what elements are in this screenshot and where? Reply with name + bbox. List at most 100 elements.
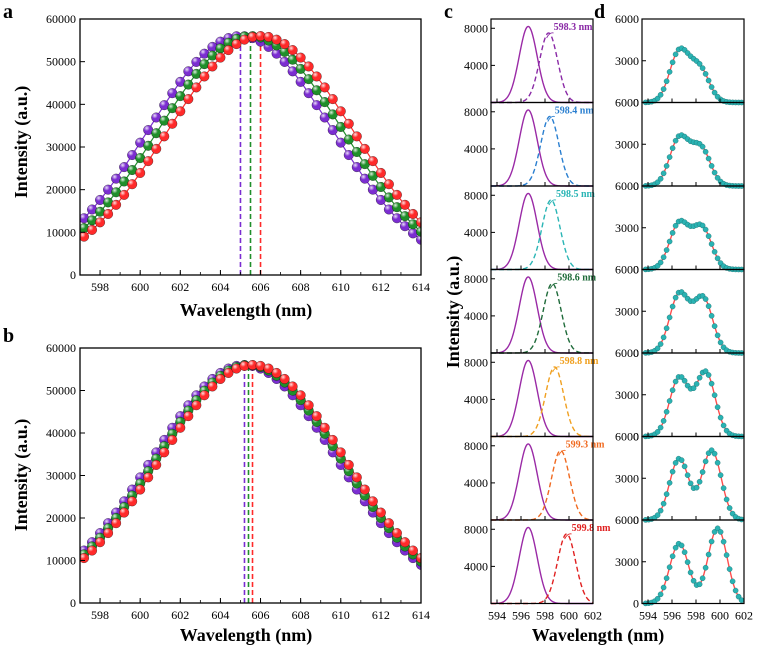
- panel-c-row: 598.3 nm 4000 8000: [464, 18, 594, 104]
- y-tick-label: 3000: [615, 388, 639, 402]
- data-point-highlight: [360, 484, 370, 495]
- peak-annotation: 598.3 nm: [554, 22, 594, 33]
- y-tick-label: 3000: [615, 555, 639, 569]
- data-point-highlight: [352, 162, 362, 172]
- data-point: [669, 230, 676, 236]
- y-tick-label: 8000: [464, 21, 488, 35]
- data-point: [714, 525, 721, 532]
- data-point-highlight: [127, 496, 137, 507]
- data-point: [678, 542, 685, 549]
- x-tick-label: 612: [372, 608, 390, 622]
- data-point: [657, 424, 664, 431]
- y-tick-label: 60000: [46, 341, 76, 355]
- data-point-highlight: [191, 400, 202, 411]
- data-point-highlight: [360, 144, 370, 154]
- y-tick-label: 4000: [464, 58, 488, 72]
- data-point-highlight: [368, 496, 378, 507]
- y-tick-label: 0: [633, 96, 639, 110]
- data-point: [696, 581, 703, 588]
- data-point-highlight: [376, 182, 386, 192]
- x-tick-label: 602: [735, 609, 753, 623]
- data-point: [702, 148, 709, 155]
- data-point-highlight: [303, 400, 314, 411]
- data-point-highlight: [151, 112, 162, 123]
- panel-a: 598 600 602 604 606 608 610 612 614 0 10000 20000 30…: [46, 12, 430, 294]
- data-point: [705, 303, 712, 309]
- panel-c-row: 599.8 nm 4000 8000: [464, 519, 611, 605]
- data-point-highlight: [327, 109, 338, 120]
- data-point-highlight: [167, 103, 178, 114]
- data-point: [654, 345, 661, 352]
- data-point-highlight: [319, 112, 330, 123]
- data-point-highlight: [392, 213, 402, 224]
- data-point: [660, 584, 667, 591]
- data-point-highlight: [271, 34, 282, 45]
- shifted-peak-line: [491, 199, 593, 271]
- x-tick-label: 600: [711, 609, 729, 623]
- data-point: [711, 89, 718, 96]
- data-point-highlight: [159, 100, 170, 110]
- data-point-highlight: [119, 190, 129, 200]
- data-point-highlight: [376, 195, 386, 205]
- data-point-highlight: [207, 381, 218, 392]
- data-point-highlight: [311, 100, 322, 110]
- data-point: [714, 175, 721, 181]
- y-tick-label: 8000: [464, 188, 488, 202]
- data-point: [678, 457, 685, 463]
- x-tick-label: 606: [252, 608, 270, 622]
- y-tick-label: 40000: [46, 426, 76, 440]
- data-point-highlight: [175, 106, 186, 117]
- y-tick-label: 3000: [615, 471, 639, 485]
- data-point: [690, 577, 697, 584]
- data-point: [699, 65, 706, 71]
- y-tick-label: 0: [70, 596, 76, 610]
- data-point-highlight: [368, 184, 378, 195]
- data-point: [681, 463, 688, 470]
- data-point-highlight: [271, 48, 282, 59]
- data-point-highlight: [352, 472, 362, 483]
- data-point: [702, 71, 709, 77]
- data-point: [663, 78, 670, 85]
- data-point-highlight: [231, 363, 242, 374]
- y-tick-label: 8000: [464, 439, 488, 453]
- data-point-highlight: [95, 537, 105, 548]
- data-point-highlight: [191, 69, 202, 79]
- data-point-highlight: [80, 553, 89, 563]
- annotation-arrow: [546, 32, 554, 39]
- x-tick-label: 604: [211, 280, 229, 294]
- axes-frame: [490, 519, 594, 605]
- x-tick-label: 614: [412, 280, 430, 294]
- y-tick-label: 3000: [615, 137, 639, 151]
- data-point-highlight: [295, 390, 306, 401]
- data-point-highlight: [360, 173, 370, 184]
- shifted-peak-line: [491, 115, 593, 187]
- panel-c-ylabel: Intensity (a.u.): [443, 256, 464, 369]
- y-tick-label: 3000: [615, 304, 639, 318]
- data-point-highlight: [80, 213, 89, 224]
- y-tick-label: 40000: [46, 97, 76, 111]
- data-point-highlight: [191, 57, 202, 67]
- data-point-highlight: [207, 42, 218, 52]
- data-point: [726, 566, 733, 572]
- data-point: [666, 238, 673, 245]
- y-tick-label: 0: [633, 597, 639, 611]
- series-line-purple: [80, 364, 421, 566]
- data-point: [669, 59, 676, 66]
- data-point: [660, 334, 667, 341]
- data-point-highlight: [335, 122, 346, 132]
- data-point-highlight: [239, 361, 250, 371]
- data-point: [654, 512, 661, 518]
- data-point-highlight: [87, 225, 97, 235]
- data-point: [672, 51, 679, 58]
- data-point-highlight: [352, 131, 362, 142]
- y-tick-label: 6000: [615, 430, 639, 444]
- data-point-highlight: [215, 36, 226, 47]
- data-point: [660, 170, 667, 177]
- reference-peak-line: [490, 192, 593, 271]
- data-point-highlight: [135, 153, 145, 163]
- data-point-highlight: [295, 64, 306, 74]
- annotation-arrow: [548, 199, 557, 206]
- annotation-arrow: [558, 449, 566, 456]
- x-tick-label: 594: [639, 609, 657, 623]
- data-point-highlight: [183, 94, 194, 104]
